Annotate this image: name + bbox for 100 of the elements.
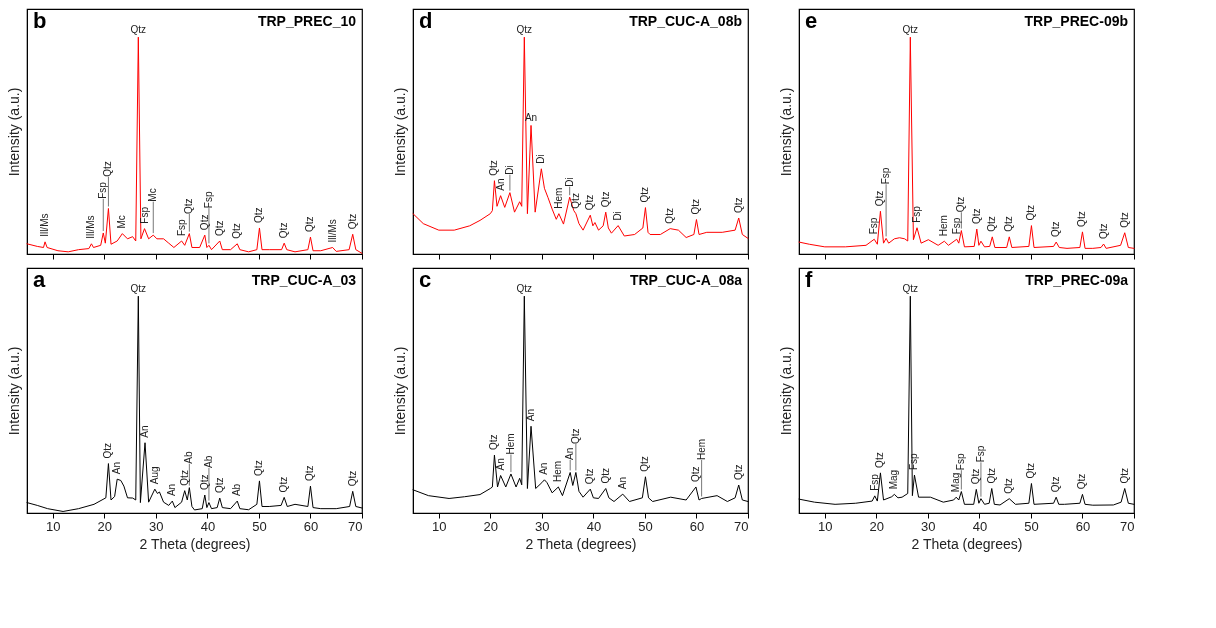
annotation: Qtz [278, 476, 290, 493]
annotation: An [616, 476, 628, 490]
x-tick-label: 40 [586, 518, 602, 534]
annotation: Hem [552, 187, 564, 209]
annotation: Qtz [488, 160, 500, 176]
x-axis-title: 2 Theta (degrees) [525, 535, 637, 552]
annotation: Qtz [599, 467, 611, 484]
annotation: Ab [183, 451, 195, 464]
annotation: Qtz [488, 434, 500, 451]
y-axis-title: Intensity (a.u.) [777, 87, 794, 177]
annotation: An [564, 447, 576, 460]
y-axis-title: Intensity (a.u.) [5, 87, 22, 177]
x-tick-label: 50 [638, 518, 653, 534]
x-tick-label: 20 [869, 518, 885, 534]
annotation: Qtz [198, 474, 210, 490]
text: b [33, 8, 47, 33]
annotation: Qtz [102, 443, 114, 459]
annotation: Qtz [639, 456, 651, 472]
annotation: Hem [504, 433, 516, 455]
text: d [419, 8, 433, 33]
x-tick-label: 60 [689, 518, 705, 534]
annotation: Qtz [599, 191, 611, 208]
annotation: Ill/Ms [85, 215, 97, 239]
annotation: Qtz [253, 207, 265, 223]
annotation: Qtz [970, 468, 982, 485]
annotation: Qtz [732, 197, 744, 214]
x-tick-label: 10 [818, 518, 833, 534]
annotation: Fsp [950, 217, 962, 235]
annotation: Qtz [1050, 221, 1062, 238]
chart-title: TRP_PREC-09a [1025, 272, 1129, 288]
annotation: Qtz [516, 24, 533, 36]
annotation: Fsp [908, 452, 920, 471]
annotation: An [494, 458, 506, 471]
annotation: Qtz [569, 193, 581, 209]
x-tick-label: 30 [535, 518, 550, 534]
annotation: Fsp [97, 181, 109, 199]
annotation: Qtz [278, 222, 290, 239]
y-axis-title: Intensity (a.u.) [5, 346, 22, 436]
annotation: Qtz [690, 198, 702, 215]
annotation: Mag [888, 469, 900, 490]
annotation: Qtz [346, 213, 358, 230]
annotation: Qtz [902, 24, 919, 36]
annotation: Fsp [974, 445, 986, 463]
annotation: Di [563, 177, 575, 187]
chart-title: TRP_CUC-A_03 [251, 272, 357, 288]
annotation: Mag [950, 472, 962, 493]
chart-title: TRP_PREC_10 [257, 13, 357, 29]
annotation: Di [503, 165, 515, 175]
annotation: Qtz [874, 452, 886, 468]
annotation: Qtz [516, 283, 533, 295]
annotation: Qtz [253, 460, 265, 476]
annotation: Di [612, 211, 624, 221]
x-tick-label: 70 [1120, 518, 1135, 534]
annotation: Qtz [970, 208, 982, 225]
annotation: Qtz [955, 196, 967, 213]
annotation: An [111, 461, 123, 475]
annotation: An [166, 483, 178, 497]
annotation: Qtz [102, 161, 114, 177]
x-tick-label: 50 [252, 518, 267, 534]
x-tick-label: 40 [200, 518, 216, 534]
annotation: Ill/Ms [39, 213, 51, 237]
x-tick-label: 20 [97, 518, 113, 534]
annotation: Qtz [183, 198, 195, 214]
annotation: An [494, 178, 506, 191]
annotation: Fsp [955, 453, 967, 471]
chart-title: TRP_CUC-A_08b [629, 13, 742, 29]
annotation: Aug [148, 466, 160, 485]
annotation: Qtz [178, 470, 190, 486]
annotation: Qtz [304, 465, 316, 482]
annotation: Qtz [664, 208, 676, 224]
annotation: Qtz [130, 283, 147, 295]
chart-title: TRP_PREC-09b [1024, 13, 1128, 29]
annotation: Qtz [130, 24, 147, 36]
annotation: Fsp [138, 206, 150, 224]
x-tick-label: 20 [483, 518, 499, 534]
annotation: Qtz [584, 194, 596, 211]
annotation: Fsp [880, 167, 892, 185]
annotation: Qtz [1097, 223, 1109, 240]
annotation: Qtz [584, 468, 596, 485]
annotation: Fsp [868, 217, 880, 235]
annotation: Hem [695, 438, 707, 460]
x-axis-title: 2 Theta (degrees) [911, 535, 1023, 552]
annotation: Qtz [1050, 476, 1062, 493]
x-tick-label: 30 [149, 518, 164, 534]
annotation: Qtz [1118, 212, 1130, 228]
annotation: Ab [202, 455, 214, 468]
annotation: Qtz [985, 467, 997, 484]
annotation: Qtz [1076, 473, 1088, 490]
text: a [33, 267, 46, 292]
annotation: Qtz [1003, 216, 1015, 232]
x-tick-label: 10 [432, 518, 447, 534]
annotation: Qtz [639, 187, 651, 203]
annotation: Fsp [202, 191, 214, 209]
annotation: Qtz [213, 477, 225, 494]
annotation: Fsp [175, 218, 187, 236]
annotation: Qtz [986, 216, 998, 232]
annotation: Ill/Ms [326, 219, 338, 243]
annotation: Qtz [1076, 211, 1088, 227]
chart-title: TRP_CUC-A_08a [629, 272, 743, 288]
y-axis-title: Intensity (a.u.) [391, 346, 408, 436]
